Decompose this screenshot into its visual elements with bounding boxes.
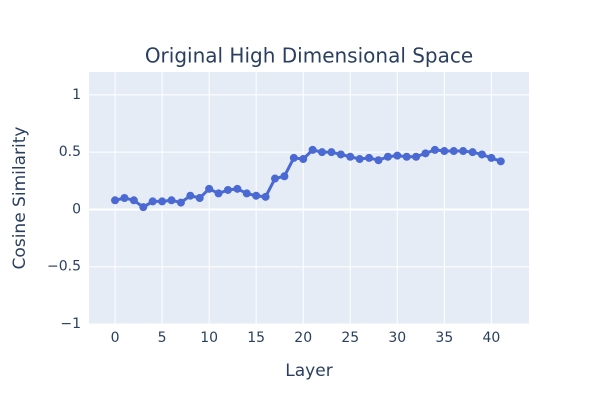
point — [214, 189, 223, 198]
point — [280, 172, 289, 181]
point — [261, 192, 270, 201]
y-tick-label: 1 — [72, 87, 81, 103]
x-tick-label: 15 — [247, 330, 265, 346]
y-tick-label: −0.5 — [47, 259, 81, 275]
point — [223, 185, 232, 194]
point — [129, 196, 138, 205]
point — [402, 152, 411, 161]
point — [477, 150, 486, 159]
point — [487, 153, 496, 162]
point — [383, 152, 392, 161]
point — [289, 153, 298, 162]
point — [355, 155, 364, 164]
point — [468, 148, 477, 157]
point — [430, 145, 439, 154]
plot-background — [89, 72, 529, 324]
point — [233, 184, 242, 193]
point — [318, 148, 327, 157]
point — [270, 174, 279, 183]
point — [186, 191, 195, 200]
y-tick-label: 0 — [72, 201, 81, 217]
point — [346, 152, 355, 161]
point — [393, 151, 402, 160]
x-tick-label: 20 — [294, 330, 312, 346]
point — [139, 203, 148, 212]
x-axis-label: Layer — [285, 361, 332, 381]
point — [365, 153, 374, 162]
point — [242, 189, 251, 198]
marks — [111, 145, 505, 212]
point — [111, 196, 120, 205]
point — [308, 145, 317, 154]
point — [148, 197, 157, 206]
x-tick-label: 40 — [482, 330, 500, 346]
point — [496, 157, 505, 166]
x-tick-label: 25 — [341, 330, 359, 346]
x-tick-label: 0 — [111, 330, 120, 346]
y-axis-label: Cosine Similarity — [10, 127, 30, 270]
x-tick-label: 5 — [158, 330, 167, 346]
grid — [89, 72, 529, 325]
point — [252, 191, 261, 200]
point — [336, 150, 345, 159]
x-tick-label: 35 — [435, 330, 453, 346]
x-tick-label: 30 — [388, 330, 406, 346]
point — [205, 184, 214, 193]
point — [195, 194, 204, 202]
point — [374, 156, 383, 165]
point — [412, 152, 421, 161]
chart-title: Original High Dimensional Space — [145, 44, 473, 68]
y-tick-label: 0.5 — [59, 144, 81, 160]
point — [440, 147, 449, 156]
point — [158, 197, 167, 206]
x-tick-label: 10 — [200, 330, 218, 346]
point — [176, 198, 185, 207]
point — [459, 147, 468, 156]
point — [120, 194, 129, 202]
point — [449, 147, 458, 156]
point — [421, 149, 430, 158]
point — [327, 148, 336, 157]
y-tick-label: −1 — [60, 316, 81, 332]
point — [167, 196, 176, 205]
point — [299, 155, 308, 164]
